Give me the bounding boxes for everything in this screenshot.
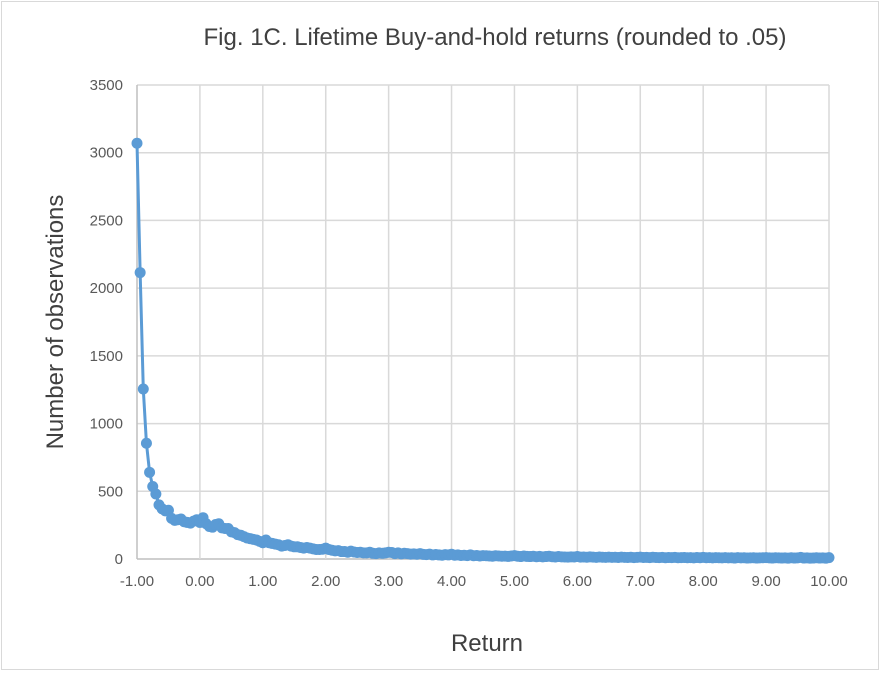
- data-point: [137, 383, 149, 395]
- data-point: [131, 137, 143, 149]
- x-tick-label: 9.00: [751, 573, 780, 590]
- y-tick-label: 3000: [90, 145, 123, 162]
- data-point: [140, 437, 152, 449]
- y-tick-label: 500: [98, 483, 123, 500]
- x-tick-label: 10.00: [810, 573, 848, 590]
- data-point: [144, 466, 156, 478]
- x-tick-label: 1.00: [248, 573, 277, 590]
- chart-title: Fig. 1C. Lifetime Buy-and-hold returns (…: [203, 24, 787, 51]
- x-tick-label: 3.00: [374, 573, 403, 590]
- x-tick-label: 8.00: [689, 573, 718, 590]
- x-axis-label: Return: [450, 630, 524, 657]
- y-tick-label: 2000: [90, 280, 123, 297]
- x-tick-label: -1.00: [120, 573, 154, 590]
- data-point: [150, 488, 162, 500]
- y-tick-label: 2500: [90, 212, 123, 229]
- y-tick-label: 1000: [90, 416, 123, 433]
- x-tick-label: 6.00: [563, 573, 592, 590]
- x-tick-label: 7.00: [626, 573, 655, 590]
- x-tick-label: 0.00: [185, 573, 214, 590]
- x-tick-label: 2.00: [311, 573, 340, 590]
- data-point: [823, 552, 835, 564]
- x-tick-label: 4.00: [437, 573, 466, 590]
- y-tick-label: 1500: [90, 348, 123, 365]
- y-tick-label: 3500: [90, 77, 123, 94]
- series-line: [135, 143, 830, 560]
- x-tick-label: 5.00: [500, 573, 529, 590]
- data-point: [134, 267, 146, 279]
- y-tick-label: 0: [115, 551, 123, 568]
